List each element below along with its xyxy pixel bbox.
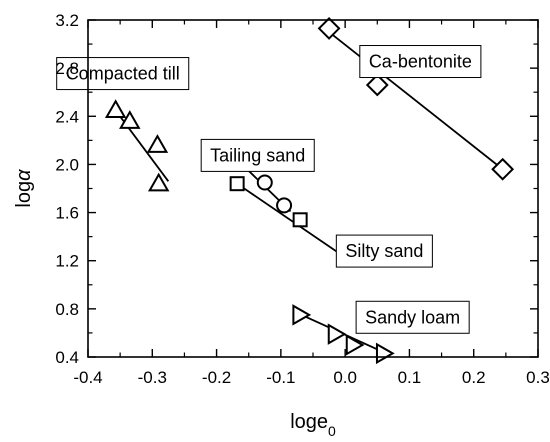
y-tick-label: 0.4 [55,348,79,367]
x-tick-label: -0.4 [73,368,102,387]
annotation-box [359,45,482,79]
fit-line-ca-bentonite [328,31,504,170]
annotation-compacted-till: Compacted till [56,57,190,91]
data-point-tailing-sand [256,174,273,191]
data-point-sandy-loam [375,342,395,365]
data-point-ca-bentonite [491,157,515,181]
data-point-compacted-till [147,172,170,192]
y-tick-label: 0.8 [55,300,79,319]
annotation-label: Silty sand [345,241,423,261]
annotation-box [335,234,433,268]
y-tick-label: 1.2 [55,252,79,271]
y-tick-label: 2.0 [55,155,79,174]
data-point-sandy-loam [292,304,312,326]
y-tick-label: 2.4 [55,107,79,126]
data-point-sandy-loam [345,334,365,356]
x-tick-label: 0.2 [462,368,486,387]
x-tick-label: -0.2 [202,368,231,387]
data-point-compacted-till [104,99,127,119]
x-axis-title-sub: 0 [328,423,336,439]
data-point-compacted-till [119,110,141,129]
annotation-sandy-loam: Sandy loam [355,300,470,334]
plot-frame [87,19,539,358]
y-axis-title-greek: α [13,169,35,181]
y-axis-title-base: log [13,181,35,208]
fit-line-compacted-till [112,107,170,182]
data-point-tailing-sand [276,197,293,214]
data-point-ca-bentonite [365,73,389,97]
annotation-box [355,300,470,334]
x-tick-label: 0.3 [526,368,550,387]
y-axis-title: logα [13,169,35,208]
x-tick-label: -0.1 [266,368,295,387]
y-tick-label: 1.6 [55,204,79,223]
annotation-label: Compacted till [66,64,180,84]
annotation-label: Sandy loam [365,307,460,327]
annotation-ca-bentonite: Ca-bentonite [359,45,482,79]
x-tick-label: 0.0 [333,368,357,387]
annotation-label: Ca-bentonite [369,52,472,72]
annotation-tailing-sand: Tailing sand [200,138,315,172]
x-axis-title-base: loge [290,411,328,433]
x-axis-title: loge0 [290,411,336,439]
data-point-sandy-loam [327,323,347,345]
annotation-label: Tailing sand [210,145,305,165]
fit-lines [112,31,504,356]
data-markers [104,17,515,365]
x-tick-label: -0.3 [138,368,167,387]
data-point-compacted-till [146,134,169,153]
y-tick-label: 3.2 [55,11,79,30]
data-point-silty-sand [229,176,245,192]
x-tick-label: 0.1 [398,368,422,387]
tick-labels: -0.4 -0.3 -0.2 -0.1 0.0 0.1 0.2 0.3 0.4 0.8 1.2 1.6… [55,11,549,387]
annotation-box [200,138,315,172]
annotations: Ca-bentonite Compacted till Tailing sand Si… [56,45,482,334]
data-point-silty-sand [292,212,308,228]
y-tick-label: 2.8 [55,59,79,78]
annotation-box [56,57,190,91]
data-point-ca-bentonite [317,17,341,40]
annotation-silty-sand: Silty sand [335,234,433,268]
